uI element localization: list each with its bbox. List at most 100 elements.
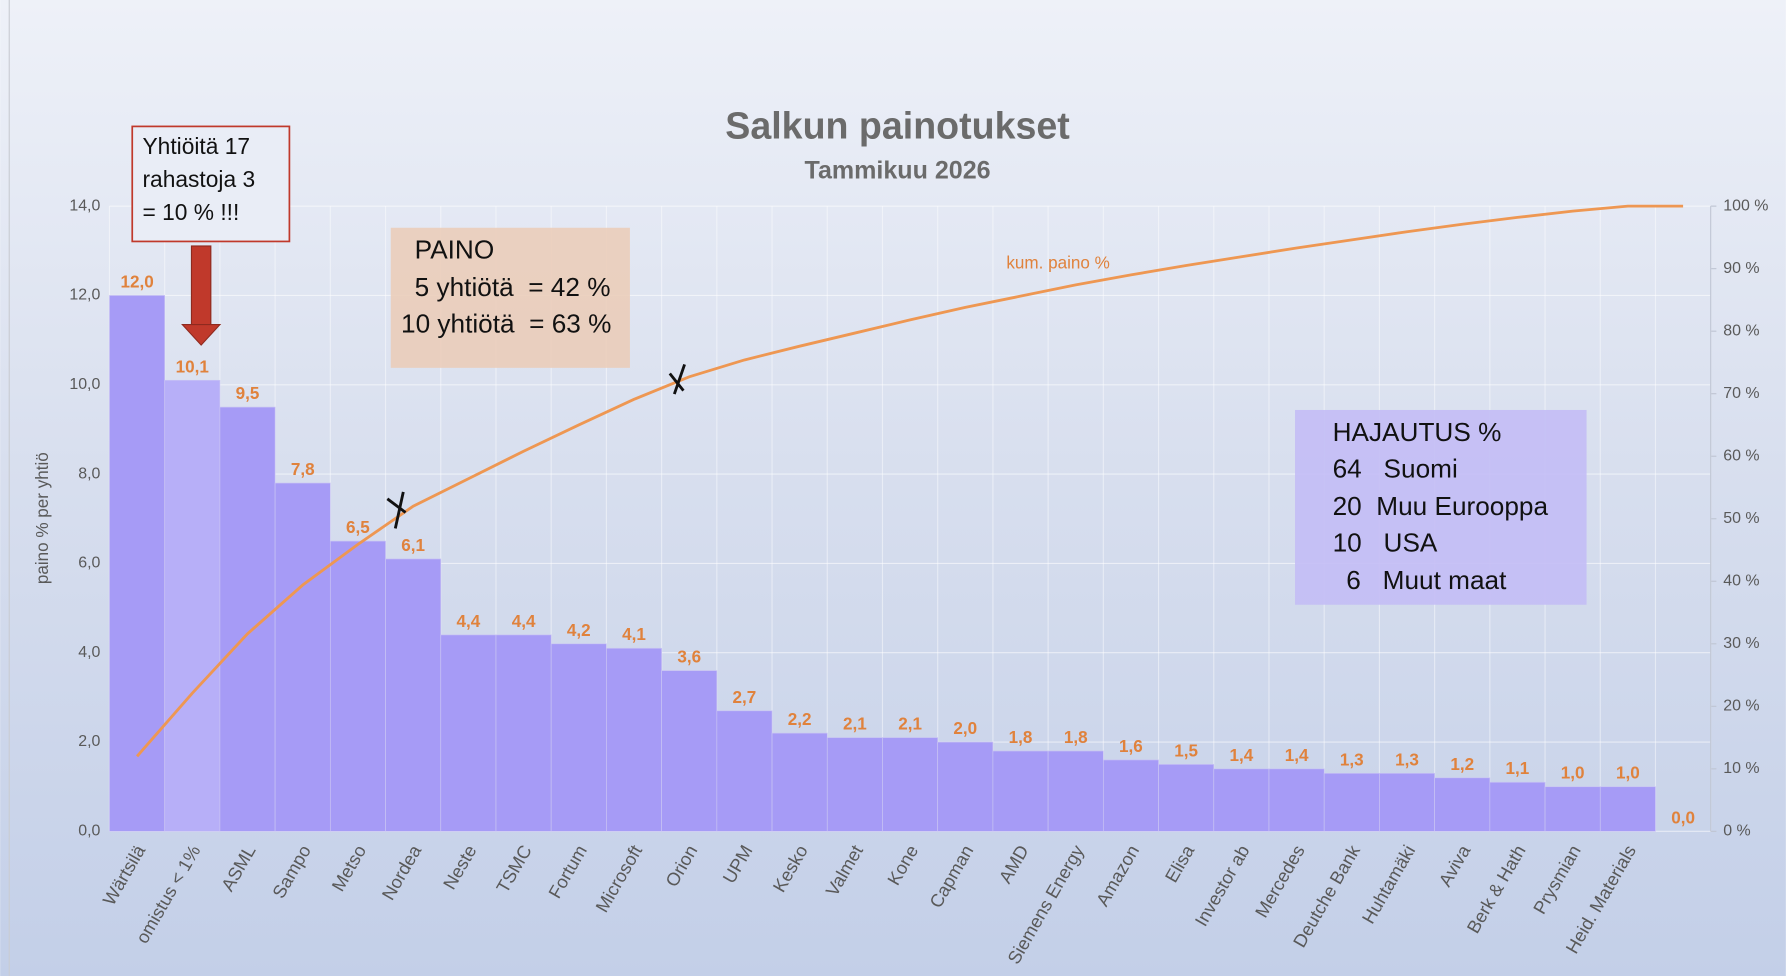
note-text: = 10 % !!!	[142, 199, 239, 225]
y2-tick-label: 20 %	[1723, 698, 1759, 715]
data-label: 2,0	[953, 719, 977, 738]
y-tick-label: 10,0	[69, 376, 100, 393]
note-text: Yhtiöitä 17	[142, 133, 250, 159]
data-label: 2,7	[733, 688, 757, 707]
data-label: 12,0	[120, 272, 153, 291]
bar	[1323, 772, 1380, 832]
overlay: 12,0 10,1 9,5 7,8 6,5 6,1 4,4 4,4 4,2 4,1 3,6 2,7 2,…	[120, 204, 1695, 827]
bar	[1158, 764, 1215, 832]
bar	[661, 670, 718, 832]
data-label: 1,0	[1616, 764, 1640, 783]
line-series	[136, 204, 1684, 758]
note-text: 6 Muut maat	[1346, 565, 1507, 595]
cross-mark	[393, 491, 405, 529]
data-label: 2,2	[788, 710, 812, 729]
data-label: 1,5	[1174, 741, 1198, 760]
note-box	[390, 227, 630, 368]
bar	[1102, 759, 1159, 832]
data-label: 6,5	[346, 518, 370, 537]
bar	[606, 647, 662, 832]
arrow	[190, 245, 212, 327]
bar	[1544, 786, 1601, 832]
note-text: rahastoja 3	[142, 166, 255, 192]
bar	[329, 540, 386, 832]
data-label: 0,0	[1671, 808, 1695, 827]
note-text: 64 Suomi	[1333, 453, 1458, 483]
bar	[385, 558, 442, 832]
y2-tick-label: 100 %	[1723, 197, 1768, 214]
data-label: 3,6	[677, 648, 701, 667]
note-text: HAJAUTUS %	[1333, 417, 1502, 447]
data-label: 1,8	[1064, 728, 1088, 747]
y2-tick-label: 10 %	[1723, 760, 1759, 777]
data-label: 4,1	[622, 625, 646, 644]
bar	[992, 750, 1049, 832]
y-tick-label: 8,0	[78, 465, 100, 482]
data-label: 1,8	[1009, 728, 1033, 747]
chart-subtitle: Tammikuu 2026	[805, 157, 991, 185]
note-box	[131, 125, 291, 243]
y2-tick-label: 50 %	[1723, 510, 1759, 527]
bar	[771, 732, 828, 832]
bar	[826, 737, 883, 832]
data-label: 7,8	[291, 460, 315, 479]
bar	[1268, 768, 1325, 832]
cross-mark	[672, 363, 686, 395]
bar	[109, 295, 166, 832]
note-text: PAINO	[415, 235, 495, 265]
note-text: 5 yhtiötä = 42 %	[415, 272, 611, 302]
data-label: 9,5	[236, 384, 260, 403]
chart-title: Salkun painotukset	[725, 105, 1070, 147]
note-text: 20 Muu Eurooppa	[1333, 491, 1549, 521]
cross-mark	[386, 497, 407, 514]
bar	[219, 406, 276, 832]
data-label: 1,0	[1561, 764, 1585, 783]
bar	[1489, 781, 1546, 832]
bar	[1599, 786, 1656, 832]
y2-tick-label: 90 %	[1723, 260, 1759, 277]
bar	[1047, 750, 1104, 832]
data-label: 1,4	[1229, 746, 1253, 765]
y-tick-label: 4,0	[78, 644, 100, 661]
data-label: 6,1	[401, 536, 425, 555]
grid: 0,0 2,0 4,0 6,0 8,0 10,0 12,0 14,0 0 % 10 % 20 % 30…	[69, 197, 1768, 839]
data-label: 1,3	[1395, 750, 1419, 769]
note-text: 10 USA	[1333, 527, 1438, 557]
y-axis-title: paino % per yhtiö	[33, 452, 52, 584]
bar	[550, 643, 607, 832]
y2-tick-label: 0 %	[1723, 823, 1750, 840]
data-label: 1,4	[1285, 746, 1309, 765]
data-label: 4,2	[567, 621, 591, 640]
bar	[1379, 772, 1435, 832]
y-tick-label: 6,0	[78, 555, 100, 572]
bar	[1434, 777, 1491, 832]
bar	[440, 634, 497, 832]
bar	[882, 737, 939, 832]
bar	[1213, 768, 1270, 832]
y2-tick-label: 40 %	[1723, 572, 1759, 589]
y-tick-label: 2,0	[78, 733, 100, 750]
data-label: 4,4	[456, 612, 480, 631]
bar	[274, 482, 331, 832]
y2-tick-label: 60 %	[1723, 447, 1759, 464]
data-label: 1,2	[1450, 755, 1474, 774]
bar	[495, 634, 552, 832]
y-tick-label: 12,0	[69, 287, 100, 304]
note-box	[1295, 409, 1587, 605]
bar	[937, 741, 994, 832]
note-text: 10 yhtiötä = 63 %	[401, 309, 611, 339]
data-label: 2,1	[898, 715, 922, 734]
y2-tick-label: 80 %	[1723, 322, 1759, 339]
data-label: 10,1	[176, 357, 210, 376]
y2-tick-label: 70 %	[1723, 385, 1759, 402]
bar	[164, 379, 221, 832]
data-label: 1,3	[1340, 750, 1364, 769]
series-label: kum. paino %	[1006, 254, 1109, 273]
arrow-head	[181, 324, 222, 346]
y-tick-label: 0,0	[78, 823, 100, 840]
y-tick-label: 14,0	[69, 197, 100, 214]
data-label: 4,4	[512, 612, 536, 631]
bar	[716, 710, 773, 832]
